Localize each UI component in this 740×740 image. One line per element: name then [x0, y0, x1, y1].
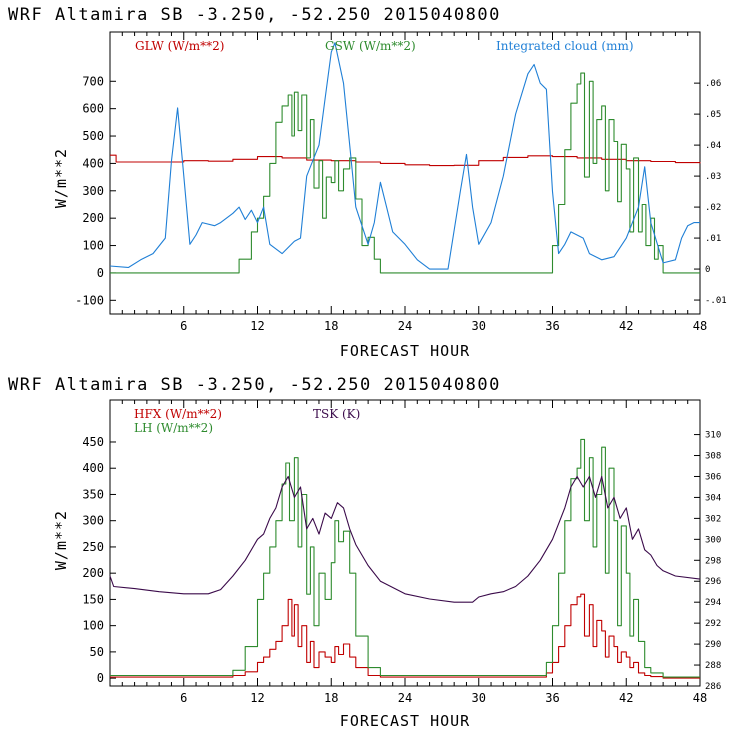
bottom-x-tick-label: 18 [324, 691, 338, 705]
bottom-left-tick-label: 450 [82, 435, 104, 449]
top-left-tick-label: 700 [82, 74, 104, 88]
top-left-tick-label: -100 [75, 293, 104, 307]
legend-hfx: HFX (W/m**2) [134, 407, 222, 421]
top-left-tick-label: 500 [82, 129, 104, 143]
bottom-right-tick-label: 296 [705, 577, 721, 587]
top-left-tick-label: 400 [82, 156, 104, 170]
bottom-right-tick-label: 286 [705, 682, 721, 692]
top-x-axis-label: FORECAST HOUR [340, 342, 470, 360]
bottom-right-tick-label: 304 [705, 493, 721, 503]
top-series-group [109, 42, 701, 274]
bottom-x-tick-label: 48 [693, 691, 707, 705]
top-x-tick-label: 36 [545, 319, 559, 333]
legend-gsw: GSW (W/m**2) [325, 39, 416, 53]
top-left-tick-label: 600 [82, 102, 104, 116]
top-right-tick-label: .06 [705, 79, 721, 89]
bottom-right-tick-label: 308 [705, 452, 721, 462]
bottom-x-tick-label: 12 [250, 691, 264, 705]
top-right-tick-label: .03 [705, 172, 721, 182]
top-x-tick-label: 24 [398, 319, 412, 333]
bottom-y-axis-label: W/m**2 [52, 510, 70, 570]
bottom-plot-frame [109, 399, 701, 687]
bottom-series-lh-line [110, 438, 700, 678]
bottom-x-tick-label: 6 [180, 691, 187, 705]
top-right-tick-label: -.01 [705, 296, 727, 306]
bottom-series-hfx-line [110, 593, 700, 679]
bottom-left-tick-label: 350 [82, 487, 104, 501]
top-x-tick-label: 42 [619, 319, 633, 333]
top-left-tick-label: 300 [82, 184, 104, 198]
top-right-tick-label: .01 [705, 234, 721, 244]
legend-tsk: TSK (K) [313, 407, 360, 421]
top-x-axis: 6 12 18 24 30 36 42 48 [121, 32, 707, 333]
top-left-axis: -100 0 100 200 300 400 500 600 700 [75, 74, 116, 307]
bottom-left-tick-label: 400 [82, 461, 104, 475]
legend-lh: LH (W/m**2) [134, 421, 213, 435]
top-right-tick-label: .05 [705, 110, 721, 120]
bottom-x-tick-label: 36 [545, 691, 559, 705]
top-series-gsw-line [110, 72, 700, 274]
bottom-x-tick-label: 42 [619, 691, 633, 705]
top-series-integrated-line [109, 42, 700, 270]
legend-glw: GLW (W/m**2) [135, 39, 224, 53]
top-x-tick-label: 6 [180, 319, 187, 333]
bottom-x-tick-label: 24 [398, 691, 412, 705]
top-left-tick-label: 100 [82, 239, 104, 253]
top-right-axis: -.01 0 .01 .02 .03 .04 .05 .06 [694, 79, 727, 306]
bottom-left-tick-label: 0 [97, 671, 104, 685]
top-x-tick-label: 48 [693, 319, 707, 333]
legend-integrated-cloud: Integrated cloud (mm) [496, 39, 634, 53]
chart-top: WRF Altamira SB -3.250, -52.250 20150408… [8, 5, 727, 360]
bottom-left-tick-label: 300 [82, 514, 104, 528]
top-left-tick-label: 0 [97, 266, 104, 280]
bottom-left-tick-label: 200 [82, 566, 104, 580]
top-left-tick-label: 200 [82, 211, 104, 225]
bottom-right-tick-label: 310 [705, 431, 721, 441]
top-chart-title: WRF Altamira SB -3.250, -52.250 20150408… [8, 5, 501, 25]
bottom-right-tick-label: 300 [705, 535, 721, 545]
bottom-right-tick-label: 290 [705, 640, 721, 650]
top-plot-frame [109, 31, 701, 315]
bottom-right-tick-label: 288 [705, 661, 721, 671]
bottom-right-tick-label: 306 [705, 472, 721, 482]
bottom-right-tick-label: 298 [705, 556, 721, 566]
top-right-tick-label: .04 [705, 141, 721, 151]
top-x-tick-label: 30 [472, 319, 486, 333]
top-x-tick-label: 18 [324, 319, 338, 333]
top-y-axis-label: W/m**2 [52, 148, 70, 208]
bottom-x-tick-label: 30 [472, 691, 486, 705]
bottom-left-tick-label: 250 [82, 540, 104, 554]
top-x-tick-label: 12 [250, 319, 264, 333]
bottom-chart-title: WRF Altamira SB -3.250, -52.250 20150408… [8, 375, 501, 395]
bottom-left-axis: 0 50 100 150 200 250 300 350 400 450 [82, 435, 116, 685]
bottom-right-tick-label: 294 [705, 598, 721, 608]
chart-bottom: WRF Altamira SB -3.250, -52.250 20150408… [8, 375, 721, 730]
bottom-right-axis: 286 288 290 292 294 296 298 300 302 304 306 308 310 [694, 431, 721, 692]
top-right-tick-label: .02 [705, 203, 721, 213]
bottom-series-group [109, 438, 701, 679]
top-right-tick-label: 0 [705, 265, 710, 275]
bottom-right-tick-label: 302 [705, 514, 721, 524]
bottom-x-axis: 6 12 18 24 30 36 42 48 [121, 400, 707, 705]
bottom-x-axis-label: FORECAST HOUR [340, 712, 470, 730]
bottom-left-tick-label: 50 [90, 645, 104, 659]
bottom-series-tsk-line [109, 475, 701, 603]
bottom-right-tick-label: 292 [705, 619, 721, 629]
bottom-left-tick-label: 100 [82, 619, 104, 633]
top-series-glw-line [110, 154, 701, 167]
bottom-left-tick-label: 150 [82, 592, 104, 606]
